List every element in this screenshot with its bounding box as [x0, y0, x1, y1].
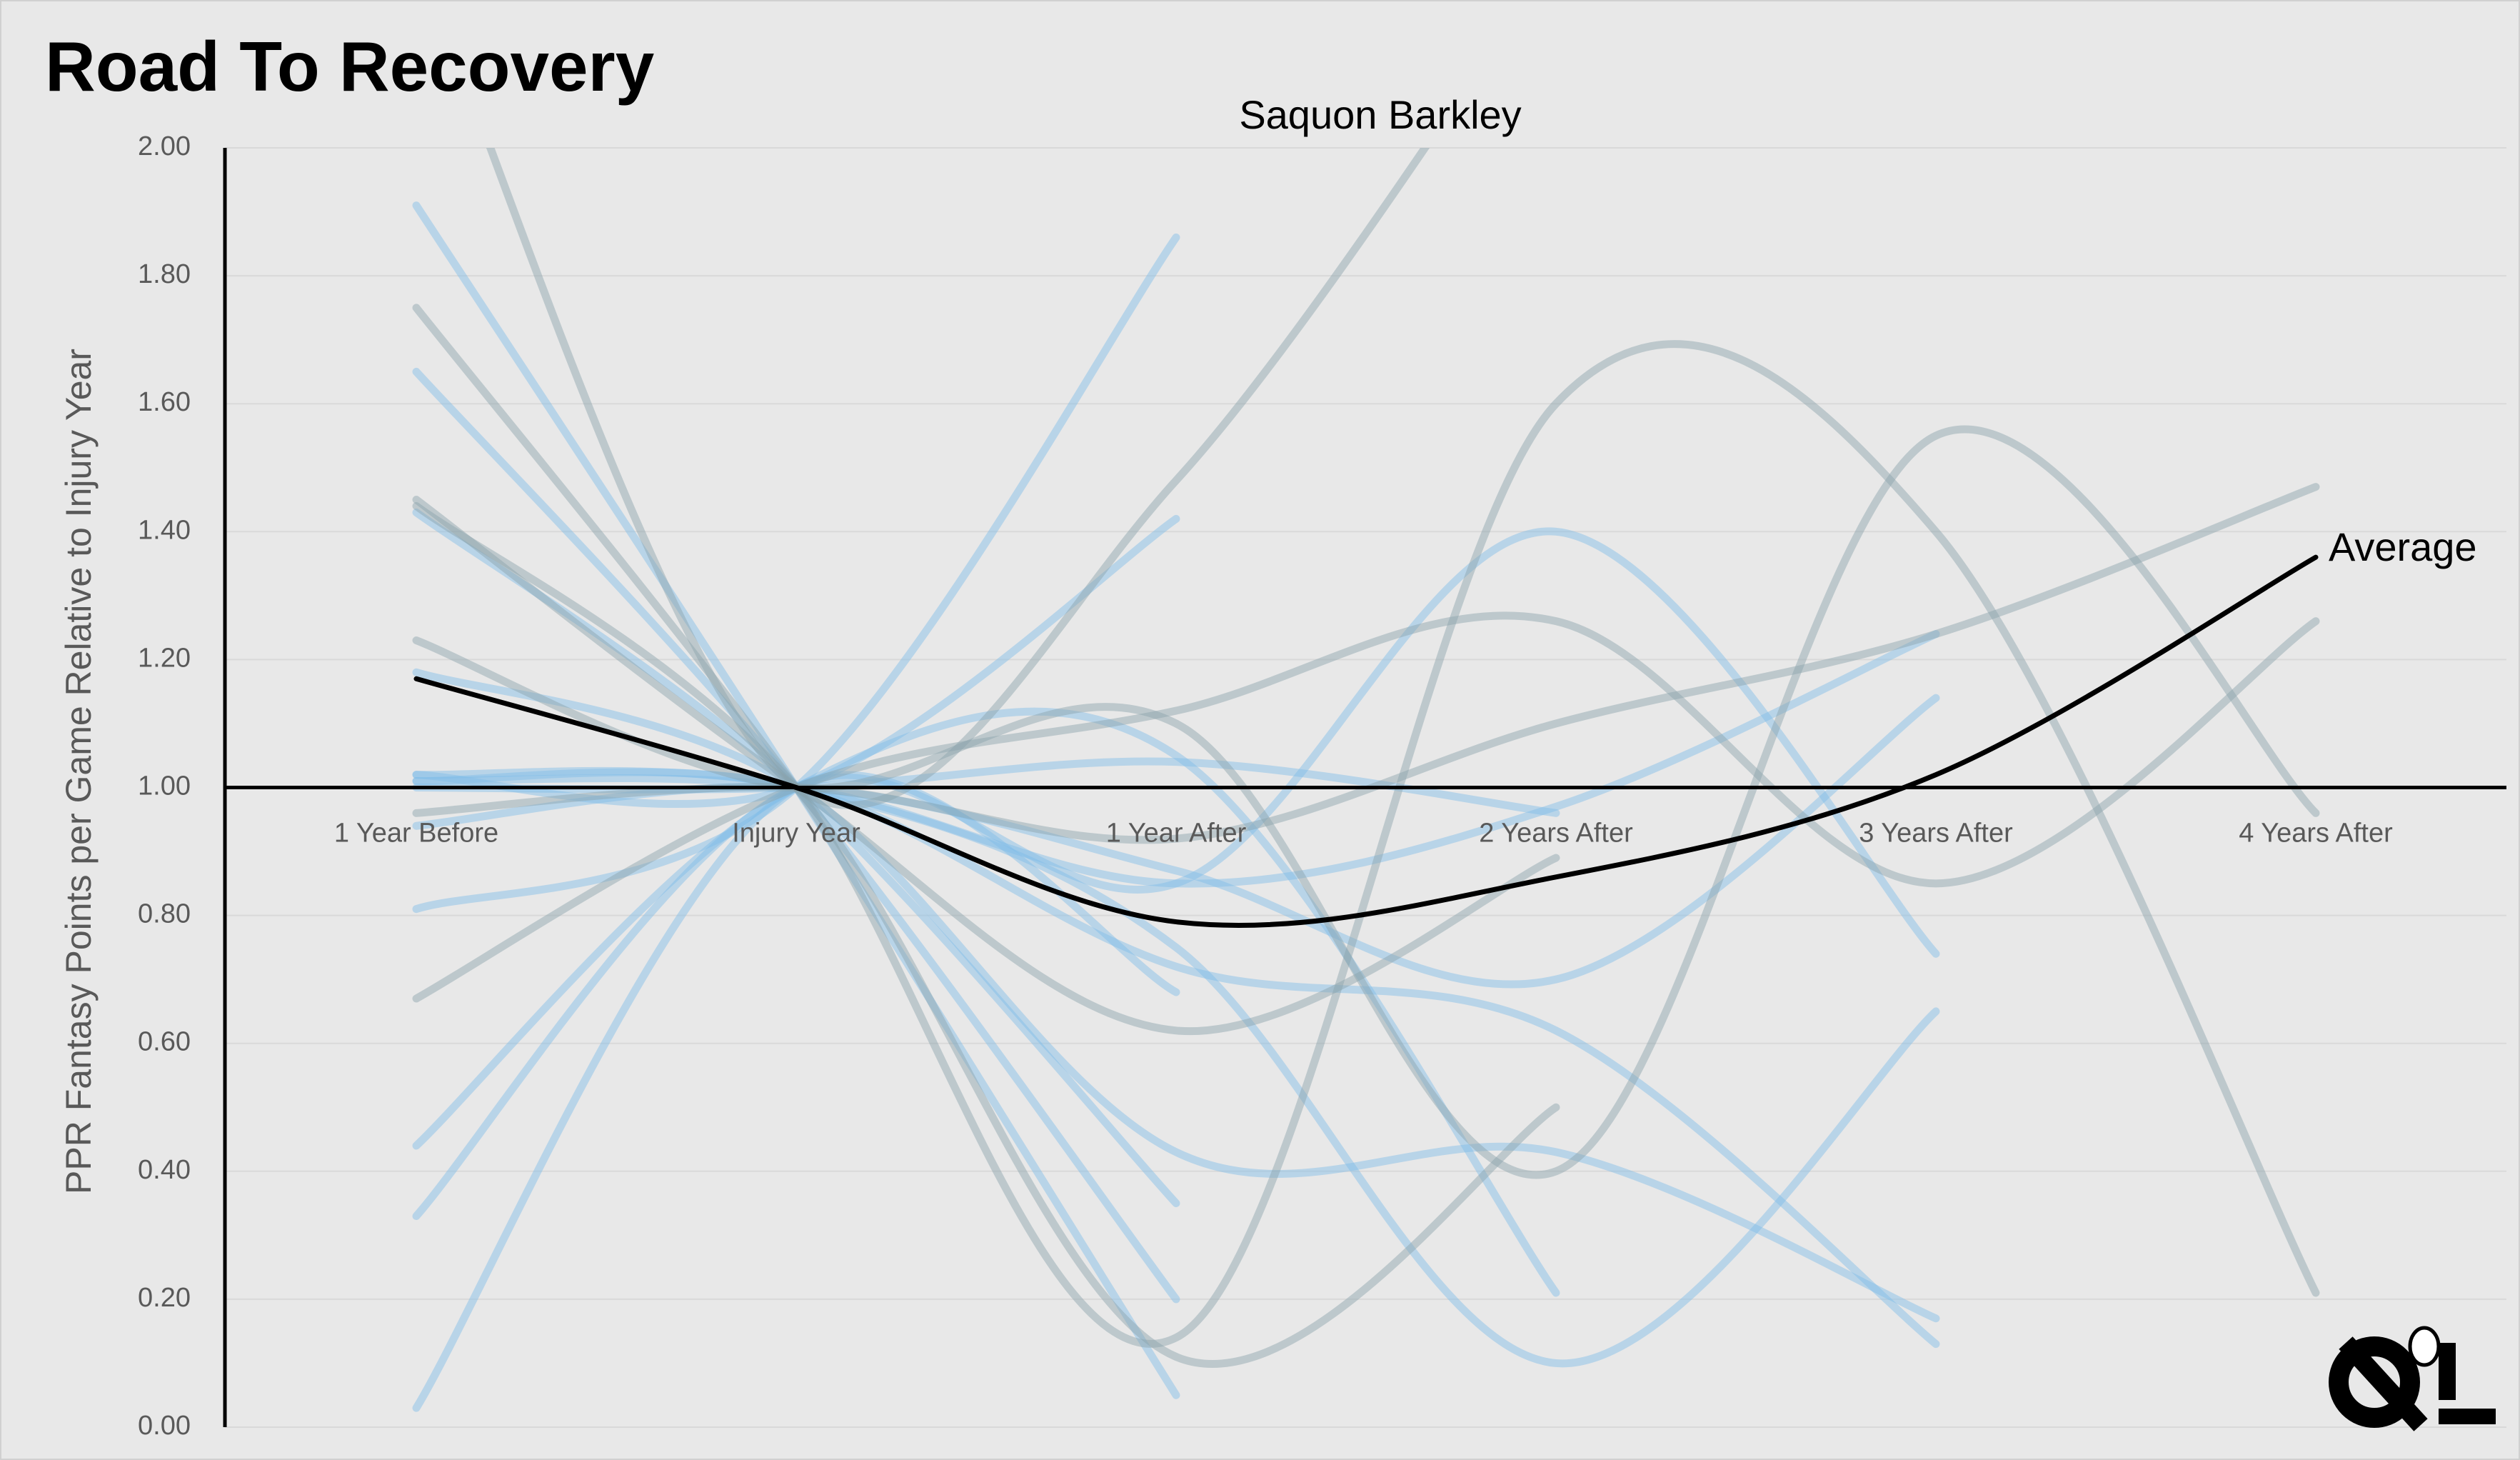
player-line: [412, 768, 1940, 1349]
player-line: [412, 694, 1940, 989]
player-line: [412, 527, 1940, 1220]
chart-title: Road To Recovery: [45, 27, 654, 106]
y-tick-label: 1.00: [138, 771, 191, 801]
player-line: [486, 148, 1430, 809]
y-tick-label: 1.80: [138, 259, 191, 289]
y-axis-title: PPR Fantasy Points per Game Relative to …: [59, 349, 99, 1194]
player-line: [412, 501, 1560, 1368]
y-tick-label: 0.20: [138, 1283, 191, 1313]
player-line: [412, 771, 1180, 1412]
player-line: [412, 508, 1180, 1208]
x-tick-label: 4 Years After: [2239, 819, 2393, 849]
series-label: Average: [2329, 524, 2477, 569]
y-tick-label: 1.40: [138, 515, 191, 545]
x-tick-label: Injury Year: [732, 819, 860, 849]
player-line: [412, 668, 1940, 1323]
player-line: [412, 233, 1180, 914]
player-line: [412, 496, 1560, 1036]
y-tick-label: 1.20: [138, 643, 191, 673]
y-tick-label: 0.40: [138, 1155, 191, 1185]
player-line: [412, 630, 1940, 888]
series-label: Saquon Barkley: [1239, 92, 1521, 137]
y-tick-label: 0.60: [138, 1027, 191, 1057]
x-tick-label: 3 Years After: [1859, 819, 2013, 849]
y-tick-label: 0.00: [138, 1411, 191, 1441]
player-line: [412, 611, 2320, 1003]
x-tick-label: 1 Year After: [1106, 819, 1247, 849]
player-line: [412, 766, 1940, 1367]
y-tick-label: 0.80: [138, 899, 191, 929]
y-tick-label: 1.60: [138, 387, 191, 417]
logo: [2329, 1326, 2496, 1431]
average-line: [413, 554, 2319, 929]
x-tick-label: 2 Years After: [1479, 819, 1633, 849]
foreground: 0.00 0.20 0.40 0.60 0.80 1.00 1.20 1.40 1.60 1.80…: [138, 92, 2506, 1441]
y-tick-label: 2.00: [138, 131, 191, 161]
x-tick-label: 1 Year Before: [334, 819, 498, 849]
player-line: [412, 707, 1560, 1297]
